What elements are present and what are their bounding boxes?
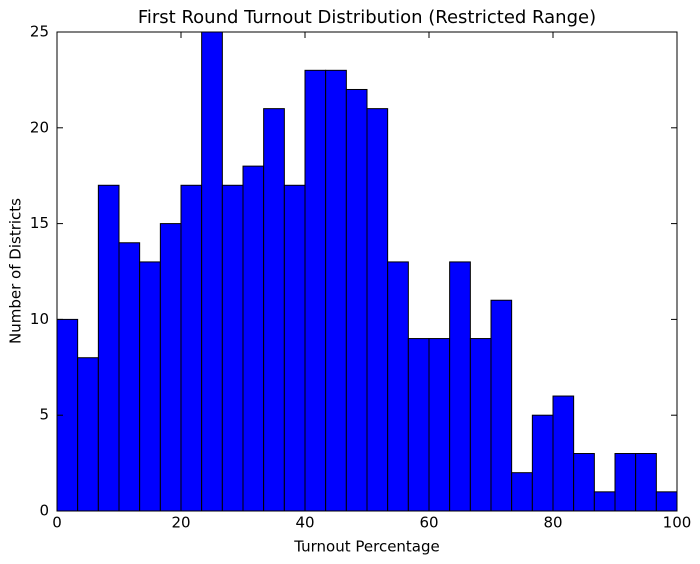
bar	[283, 184, 306, 512]
bar	[449, 261, 471, 512]
bar	[490, 299, 513, 512]
y-tick-label: 10	[30, 310, 49, 328]
chart-title: First Round Turnout Distribution (Restri…	[138, 7, 596, 28]
bar	[263, 108, 285, 512]
y-tick-label: 25	[30, 23, 49, 41]
bar	[614, 453, 637, 512]
y-tick-label: 15	[30, 214, 49, 232]
y-tick-label: 20	[30, 118, 49, 136]
bar	[139, 261, 161, 512]
bar	[593, 491, 616, 512]
bar	[531, 414, 554, 512]
x-tick-label: 80	[543, 514, 562, 532]
bar	[366, 108, 389, 512]
x-tick-label: 60	[419, 514, 438, 532]
bar	[242, 165, 265, 512]
bar	[159, 223, 182, 512]
bar	[428, 338, 451, 512]
bar	[552, 395, 575, 512]
bar	[407, 338, 430, 512]
bar	[469, 338, 492, 512]
bar	[221, 184, 244, 512]
x-tick-label: 0	[52, 514, 62, 532]
bar	[511, 472, 533, 512]
y-axis-label: Number of Districts	[7, 198, 25, 344]
bar	[77, 357, 99, 512]
bar	[304, 69, 327, 512]
bar	[97, 184, 120, 512]
bar	[325, 69, 347, 512]
bar	[345, 88, 368, 512]
bar	[655, 491, 678, 512]
bar	[573, 453, 595, 512]
plot-frame	[56, 31, 678, 512]
bar	[635, 453, 657, 512]
x-axis-label: Turnout Percentage	[293, 538, 440, 556]
bar	[387, 261, 409, 512]
x-tick-label: 100	[663, 514, 692, 532]
x-tick-label: 40	[295, 514, 314, 532]
bar	[118, 242, 141, 512]
bar	[201, 31, 223, 512]
y-tick-label: 0	[39, 502, 49, 520]
x-tick-label: 20	[171, 514, 190, 532]
y-tick-label: 5	[39, 406, 49, 424]
bar	[180, 184, 203, 512]
